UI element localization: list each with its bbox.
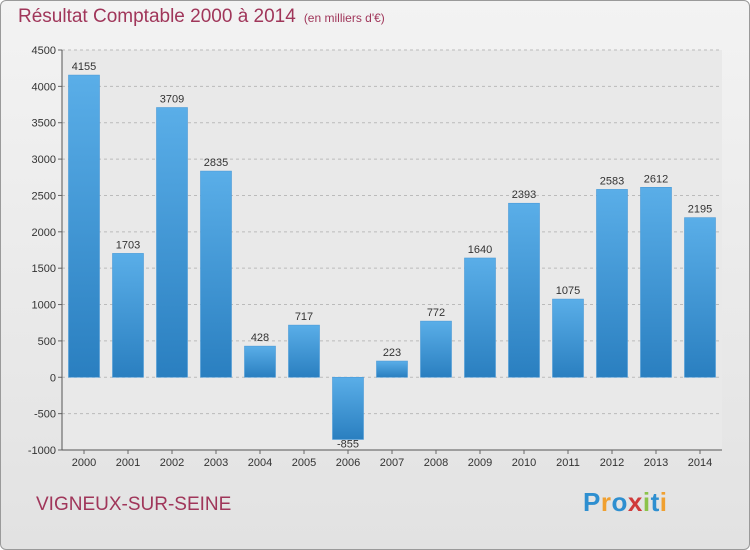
- data-label: 3709: [160, 94, 184, 106]
- y-tick-label: -1000: [28, 445, 56, 457]
- y-tick-label: 4000: [32, 81, 56, 93]
- commune-name: VIGNEUX-SUR-SEINE: [36, 494, 232, 515]
- data-label: 2393: [512, 189, 536, 201]
- bar: [508, 202, 540, 378]
- x-tick-label: 2008: [424, 457, 448, 469]
- data-label: 223: [383, 347, 401, 359]
- data-label: 2835: [204, 157, 228, 169]
- data-label: 772: [427, 307, 445, 319]
- bar: [288, 324, 320, 378]
- x-tick-label: 2013: [644, 457, 668, 469]
- bar: [156, 107, 188, 378]
- x-tick-label: 2012: [600, 457, 624, 469]
- y-tick-label: 1500: [32, 263, 56, 275]
- x-tick-label: 2006: [336, 457, 360, 469]
- bar: [640, 187, 672, 378]
- x-tick-label: 2000: [72, 457, 96, 469]
- data-label: 717: [295, 311, 313, 323]
- x-tick-label: 2010: [512, 457, 536, 469]
- y-tick-label: 4500: [32, 45, 56, 57]
- data-label: 428: [251, 332, 269, 344]
- x-tick-label: 2001: [116, 457, 140, 469]
- logo-letter: r: [600, 487, 612, 517]
- data-label: 2612: [644, 173, 668, 185]
- bar: [200, 170, 232, 378]
- data-label: 1075: [556, 285, 580, 297]
- bar: [552, 298, 584, 378]
- logo-letter: i: [659, 487, 668, 517]
- x-tick-label: 2011: [556, 457, 580, 469]
- bar: [684, 217, 716, 378]
- logo-letter: x: [627, 487, 643, 517]
- chart-title-text: Résultat Comptable 2000 à 2014: [18, 6, 296, 27]
- logo-letter: o: [611, 487, 628, 517]
- x-tick-label: 2002: [160, 457, 184, 469]
- y-tick-label: 3500: [32, 118, 56, 130]
- logo-letter: i: [642, 487, 651, 517]
- logo-letter: P: [583, 487, 601, 517]
- bar: [596, 189, 628, 378]
- y-tick-label: 2500: [32, 190, 56, 202]
- x-tick-label: 2004: [248, 457, 272, 469]
- bar: [68, 74, 100, 378]
- x-tick-label: 2003: [204, 457, 228, 469]
- bar: [420, 320, 452, 378]
- data-label: 1703: [116, 239, 140, 251]
- y-tick-label: 1000: [32, 300, 56, 312]
- x-tick-label: 2009: [468, 457, 492, 469]
- data-label: 1640: [468, 244, 492, 256]
- y-tick-label: 500: [38, 336, 56, 348]
- chart-subtitle: (en milliers d'€): [303, 11, 385, 25]
- x-tick-label: 2007: [380, 457, 404, 469]
- bar: [332, 376, 364, 440]
- logo-letter: t: [650, 487, 660, 517]
- x-tick-label: 2005: [292, 457, 316, 469]
- data-label: 2583: [600, 175, 624, 187]
- data-label: 2195: [688, 204, 712, 216]
- bar: [464, 257, 496, 378]
- data-label: -855: [337, 438, 359, 450]
- bar: [112, 253, 144, 378]
- chart-title: Résultat Comptable 2000 à 2014 (en millie…: [18, 6, 385, 28]
- bar: [376, 360, 408, 378]
- data-label: 4155: [72, 61, 96, 73]
- y-tick-label: -500: [34, 409, 56, 421]
- y-tick-label: 2000: [32, 227, 56, 239]
- x-tick-label: 2014: [688, 457, 712, 469]
- y-tick-label: 0: [50, 372, 56, 384]
- y-tick-label: 3000: [32, 154, 56, 166]
- bar: [244, 345, 276, 378]
- proxiti-logo[interactable]: Proxiti: [583, 487, 667, 518]
